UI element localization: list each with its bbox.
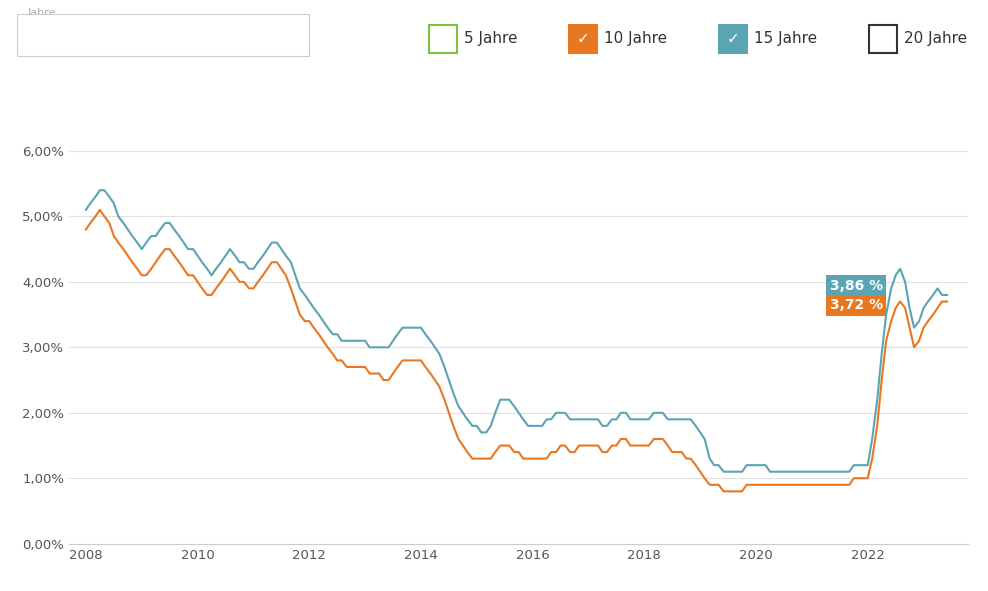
Text: Jahre: Jahre (28, 12, 58, 25)
Text: 15 Jahre: 15 Jahre (35, 28, 126, 47)
Text: 15 Jahre: 15 Jahre (754, 31, 817, 46)
FancyBboxPatch shape (17, 14, 309, 56)
Text: Jahre: Jahre (28, 8, 56, 18)
Text: ✓: ✓ (726, 31, 739, 46)
Text: 5 Jahre: 5 Jahre (464, 31, 518, 46)
FancyBboxPatch shape (869, 25, 897, 53)
Text: ✓: ✓ (577, 31, 590, 46)
FancyBboxPatch shape (429, 25, 457, 53)
Text: 3,72 %: 3,72 % (830, 298, 883, 313)
FancyBboxPatch shape (719, 25, 747, 53)
Text: 10 Jahre: 10 Jahre (604, 31, 667, 46)
Text: 20 Jahre: 20 Jahre (904, 31, 967, 46)
Text: ∨: ∨ (282, 29, 294, 47)
FancyBboxPatch shape (569, 25, 597, 53)
Text: 3,86 %: 3,86 % (830, 279, 883, 293)
